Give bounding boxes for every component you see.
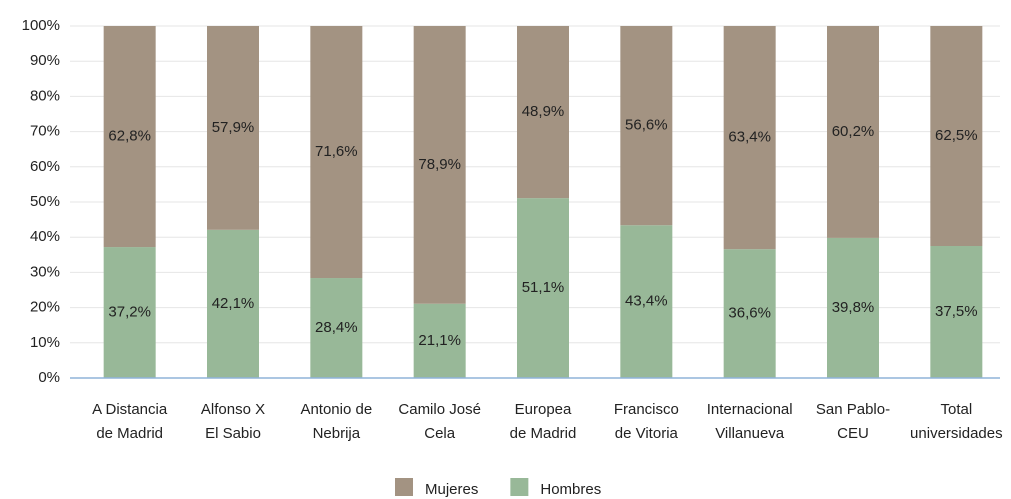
data-label: 48,9%: [522, 103, 565, 120]
data-label: 62,5%: [935, 127, 978, 144]
data-label: 43,4%: [625, 293, 668, 310]
data-label: 28,4%: [315, 319, 358, 336]
bar-segment: [620, 26, 673, 226]
x-tick-line: Alfonso X: [201, 401, 265, 418]
bar-segment: [827, 237, 879, 378]
x-tick-line: Internacional: [707, 401, 793, 418]
x-tick-line: Total: [940, 401, 972, 418]
legend-swatch: [395, 478, 413, 496]
x-tick-label: San Pablo- CEU: [816, 401, 890, 442]
bar-segment: [517, 26, 569, 199]
y-tick-label: 80%: [30, 87, 60, 104]
x-tick-line: CEU: [837, 425, 869, 442]
x-tick-line: de Vitoria: [615, 425, 679, 442]
x-tick-label: Antonio de Nebrija: [300, 401, 372, 442]
x-tick-line: Europea: [515, 401, 572, 418]
data-label: 60,2%: [832, 123, 875, 140]
x-tick-label: Internacional Villanueva: [707, 401, 793, 442]
data-label: 37,5%: [935, 303, 978, 320]
bar-segment: [103, 247, 156, 378]
data-label: 39,8%: [832, 299, 875, 316]
x-tick-label: Total universidades: [910, 401, 1003, 442]
x-tick-line: Nebrija: [313, 425, 361, 442]
x-tick-line: El Sabio: [205, 425, 261, 442]
x-tick-line: A Distancia: [92, 401, 168, 418]
bar-segment: [620, 225, 673, 378]
bar-segment: [723, 26, 776, 250]
x-tick-line: universidades: [910, 425, 1003, 442]
y-tick-label: 40%: [30, 228, 60, 245]
bar-segment: [413, 303, 466, 378]
bar-segment: [723, 249, 776, 378]
x-tick-line: de Madrid: [510, 425, 577, 442]
legend-label: Hombres: [540, 481, 601, 498]
bar-segment: [930, 26, 983, 246]
bar-segment: [310, 278, 363, 378]
data-label: 21,1%: [418, 332, 461, 349]
x-tick-line: Camilo José: [398, 401, 481, 418]
x-tick-label: Alfonso X El Sabio: [201, 401, 265, 442]
y-tick-label: 90%: [30, 52, 60, 69]
bar-segment: [930, 246, 983, 378]
x-tick-label: Francisco de Vitoria: [614, 401, 679, 442]
x-tick-line: San Pablo-: [816, 401, 890, 418]
x-tick-label: Camilo José Cela: [398, 401, 481, 442]
y-tick-label: 10%: [30, 334, 60, 351]
bar-segment: [310, 26, 363, 279]
data-label: 36,6%: [728, 305, 771, 322]
x-tick-line: de Madrid: [96, 425, 163, 442]
data-label: 51,1%: [522, 279, 565, 296]
data-label: 62,8%: [108, 127, 151, 144]
y-tick-label: 20%: [30, 299, 60, 316]
data-label: 56,6%: [625, 117, 668, 134]
data-label: 71,6%: [315, 143, 358, 160]
bar-segment: [103, 26, 156, 248]
data-label: 63,4%: [728, 129, 771, 146]
bar-segment: [517, 198, 569, 378]
x-tick-line: Villanueva: [715, 425, 785, 442]
y-tick-label: 50%: [30, 193, 60, 210]
y-tick-label: 70%: [30, 123, 60, 140]
x-tick-label: Europea de Madrid: [510, 401, 577, 442]
bar-segment: [827, 26, 879, 238]
bar-segment: [207, 229, 259, 378]
x-tick-line: Antonio de: [300, 401, 372, 418]
x-tick-line: Francisco: [614, 401, 679, 418]
data-label: 78,9%: [418, 156, 461, 173]
data-label: 57,9%: [212, 119, 255, 136]
data-label: 42,1%: [212, 295, 255, 312]
y-tick-label: 30%: [30, 263, 60, 280]
y-tick-label: 0%: [38, 369, 60, 386]
data-label: 37,2%: [108, 303, 151, 320]
y-tick-label: 100%: [22, 17, 60, 34]
legend-label: Mujeres: [425, 481, 478, 498]
x-tick-label: A Distancia de Madrid: [92, 401, 168, 442]
bar-segment: [413, 26, 466, 304]
legend-swatch: [510, 478, 529, 496]
y-tick-label: 60%: [30, 158, 60, 175]
bar-segment: [207, 26, 259, 230]
x-tick-line: Cela: [424, 425, 456, 442]
